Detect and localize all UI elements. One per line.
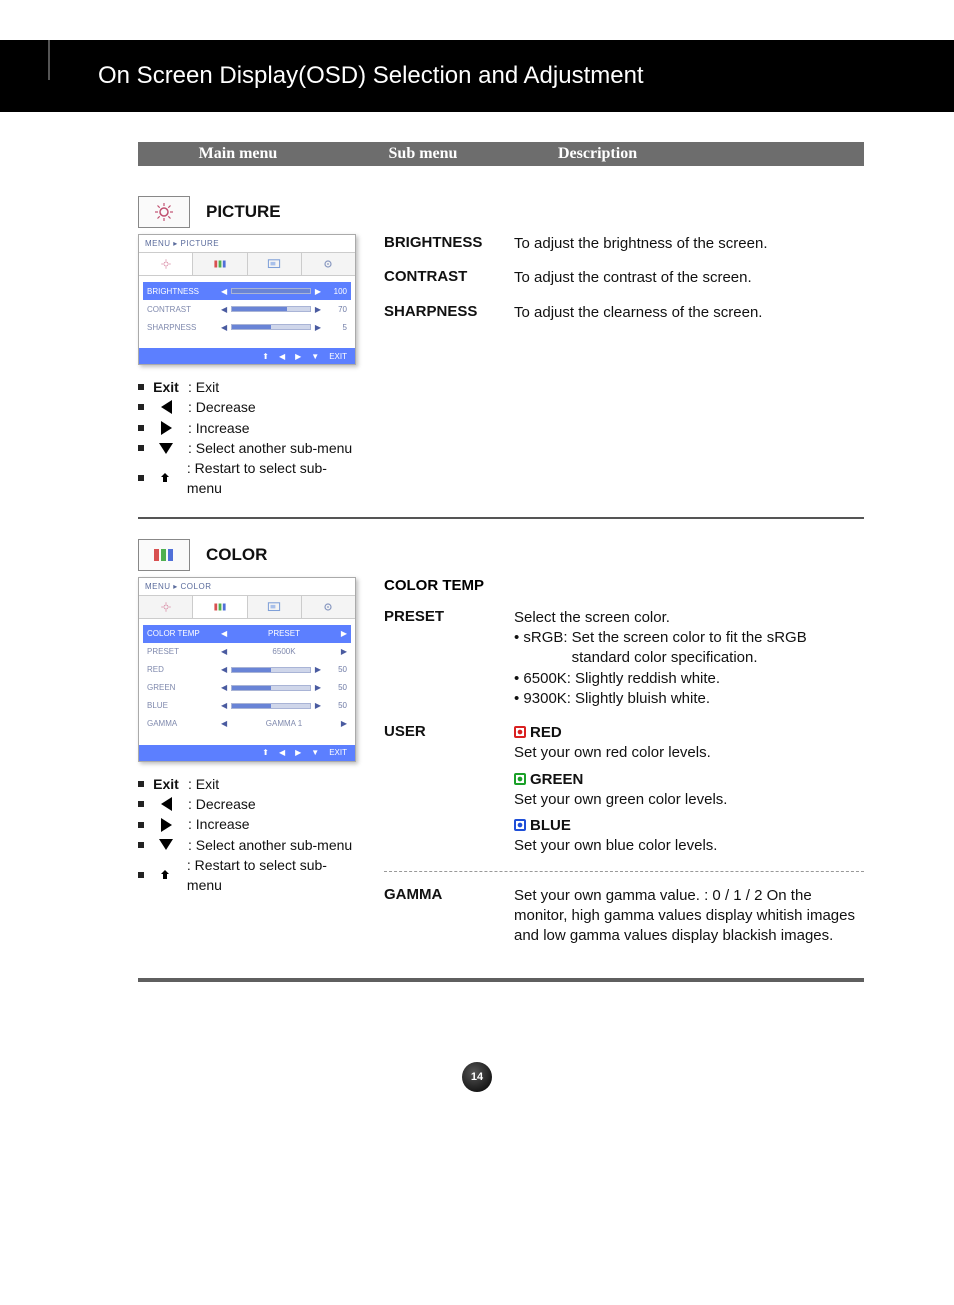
osd-row-sharpness[interactable]: SHARPNESS ◀ ▶ 5 (143, 318, 351, 336)
dashed-divider (384, 871, 864, 872)
submenu-brightness: BRIGHTNESS (384, 234, 504, 254)
osd-footer-left-icon[interactable]: ◀ (279, 748, 285, 757)
page-margin-border (48, 40, 50, 80)
col-header-sub: Sub menu (338, 145, 508, 163)
osd-color-rows: COLOR TEMP ◀ PRESET ▶ PRESET ◀ 6500K ▶ (139, 619, 355, 745)
section-title-picture: PICTURE (206, 202, 281, 222)
desc-preset: Select the screen color. • sRGB:Set the … (514, 608, 864, 709)
osd-row-contrast[interactable]: CONTRAST ◀ ▶ 70 (143, 300, 351, 318)
osd-tab-display[interactable] (248, 253, 302, 275)
green-chip-icon (514, 773, 526, 785)
desc-brightness: To adjust the brightness of the screen. (514, 234, 864, 254)
osd-footer-color: ⬆ ◀ ▶ ▼ EXIT (139, 745, 355, 761)
osd-footer-left-icon[interactable]: ◀ (279, 352, 285, 361)
osd-row-preset[interactable]: PRESET ◀ 6500K ▶ (143, 643, 351, 661)
osd-picture-panel: MENU ▸ PICTURE (138, 234, 356, 365)
column-header-row: Main menu Sub menu Description (138, 142, 864, 166)
osd-tab-picture[interactable] (139, 253, 193, 275)
osd-footer-exit[interactable]: EXIT (329, 748, 347, 757)
color-icon (138, 539, 190, 571)
osd-breadcrumb: MENU ▸ PICTURE (139, 235, 355, 252)
legend-color: Exit: Exit : Decrease : Increase : Selec… (138, 774, 356, 896)
content-area: Main menu Sub menu Description PICTURE (0, 112, 954, 982)
osd-tab-color[interactable] (193, 596, 247, 618)
osd-row-green[interactable]: GREEN ◀ ▶ 50 (143, 679, 351, 697)
submenu-contrast: CONTRAST (384, 268, 504, 288)
triangle-down-icon (150, 443, 182, 454)
col-header-desc: Description (508, 145, 864, 163)
submenu-preset: PRESET (384, 608, 504, 709)
osd-tab-display[interactable] (248, 596, 302, 618)
desc-user: RED Set your own red color levels. GREEN… (514, 723, 864, 857)
osd-tab-others[interactable] (302, 253, 355, 275)
section-color: COLOR MENU ▸ COLOR (138, 539, 864, 983)
return-up-icon (150, 868, 181, 882)
osd-footer-up-icon[interactable]: ⬆ (262, 748, 269, 757)
desc-contrast: To adjust the contrast of the screen. (514, 268, 864, 288)
osd-tab-others[interactable] (302, 596, 355, 618)
osd-footer-up-icon[interactable]: ⬆ (262, 352, 269, 361)
osd-footer-down-icon[interactable]: ▼ (311, 748, 319, 757)
col-header-main: Main menu (138, 145, 338, 163)
page-title: On Screen Display(OSD) Selection and Adj… (0, 40, 954, 112)
return-up-icon (150, 471, 181, 485)
triangle-left-icon (150, 400, 182, 414)
osd-row-red[interactable]: RED ◀ ▶ 50 (143, 661, 351, 679)
divider-picture (138, 517, 864, 519)
section-title-color: COLOR (206, 545, 267, 565)
osd-row-colortemp[interactable]: COLOR TEMP ◀ PRESET ▶ (143, 625, 351, 643)
submenu-user: USER (384, 723, 504, 857)
desc-gamma: Set your own gamma value. : 0 / 1 / 2 On… (514, 886, 864, 947)
osd-footer: ⬆ ◀ ▶ ▼ EXIT (139, 348, 355, 364)
legend-picture: Exit: Exit : Decrease : Increase : Selec… (138, 377, 356, 499)
osd-row-brightness[interactable]: BRIGHTNESS ◀ ▶ 100 (143, 282, 351, 300)
osd-footer-right-icon[interactable]: ▶ (295, 352, 301, 361)
submenu-colortemp-header: COLOR TEMP (384, 577, 864, 594)
triangle-down-icon (150, 839, 182, 850)
osd-footer-down-icon[interactable]: ▼ (311, 352, 319, 361)
picture-icon (138, 196, 190, 228)
red-chip-icon (514, 726, 526, 738)
triangle-right-icon (150, 421, 182, 435)
osd-footer-right-icon[interactable]: ▶ (295, 748, 301, 757)
osd-breadcrumb-color: MENU ▸ COLOR (139, 578, 355, 595)
section-picture: PICTURE MENU ▸ PICTURE (138, 196, 864, 519)
divider-color (138, 978, 864, 982)
osd-row-blue[interactable]: BLUE ◀ ▶ 50 (143, 697, 351, 715)
triangle-right-icon (150, 818, 182, 832)
osd-tabs (139, 252, 355, 276)
triangle-left-icon (150, 797, 182, 811)
osd-color-panel: MENU ▸ COLOR (138, 577, 356, 762)
osd-row-gamma[interactable]: GAMMA ◀ GAMMA 1 ▶ (143, 715, 351, 733)
osd-tabs-color (139, 595, 355, 619)
submenu-gamma: GAMMA (384, 886, 504, 947)
page-number: 14 (462, 1062, 492, 1092)
blue-chip-icon (514, 819, 526, 831)
osd-footer-exit[interactable]: EXIT (329, 352, 347, 361)
osd-tab-color[interactable] (193, 253, 247, 275)
desc-sharpness: To adjust the clearness of the screen. (514, 303, 864, 323)
osd-tab-picture[interactable] (139, 596, 193, 618)
submenu-sharpness: SHARPNESS (384, 303, 504, 323)
osd-picture-rows: BRIGHTNESS ◀ ▶ 100 CONTRAST ◀ ▶ 70 (139, 276, 355, 348)
